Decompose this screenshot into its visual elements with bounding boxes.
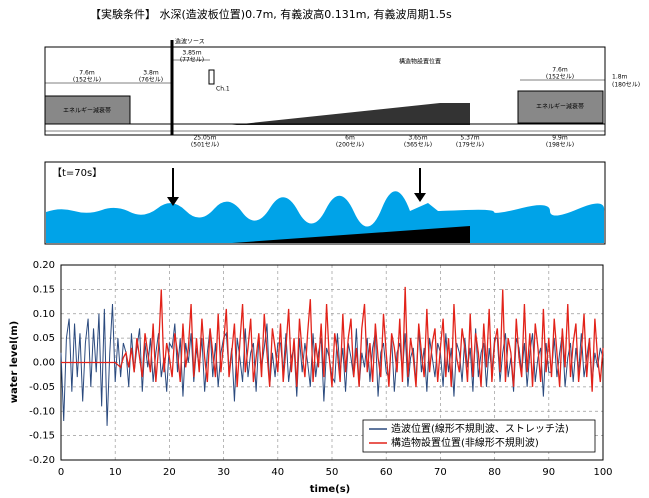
flume-diagram: 造波ソース 3.85m (77セル) 7.6m (152セル) 3.8m (76… — [44, 38, 640, 149]
x-tick-label: 50 — [326, 467, 339, 478]
x-tick-label: 80 — [488, 467, 501, 478]
label: エネルギー減衰帯 — [63, 107, 111, 115]
x-tick-label: 20 — [163, 467, 176, 478]
y-tick-label: -0.20 — [29, 455, 55, 466]
label: 7.6m — [79, 70, 95, 77]
snapshot-label: 【t=70s】 — [52, 167, 102, 179]
x-tick-label: 0 — [58, 467, 64, 478]
x-tick-label: 40 — [271, 467, 284, 478]
label: (152セル) — [546, 74, 574, 81]
snapshot: 【t=70s】 — [44, 161, 606, 245]
y-axis-label: water level(m) — [9, 321, 20, 403]
x-tick-label: 90 — [542, 467, 555, 478]
y-tick-label: -0.05 — [29, 382, 55, 393]
label: (198セル) — [546, 142, 574, 149]
x-tick-label: 70 — [434, 467, 447, 478]
label: (501セル) — [191, 142, 219, 149]
structure — [232, 103, 470, 125]
x-tick-label: 60 — [380, 467, 393, 478]
label: 構造物設置位置 — [399, 58, 441, 66]
legend-label: 造波位置(線形不規則波、ストレッチ法) — [391, 422, 569, 435]
y-tick-label: 0.05 — [33, 333, 55, 344]
label: (152セル) — [73, 77, 101, 84]
label: (76セル) — [139, 77, 163, 84]
y-tick-label: 0.00 — [33, 358, 55, 369]
label: 25.05m — [193, 135, 216, 142]
label: (77セル) — [180, 57, 204, 64]
label: 9.9m — [552, 135, 568, 142]
header-title: 【実験条件】 水深(造波板位置)0.7m, 有義波高0.131m, 有義波周期1… — [90, 7, 452, 21]
x-tick-label: 30 — [217, 467, 230, 478]
label: 6m — [345, 135, 355, 142]
structure — [232, 226, 470, 243]
label: 5.37m — [460, 135, 479, 142]
gauge — [208, 69, 215, 85]
label: (200セル) — [336, 142, 364, 149]
label: 1.8m — [612, 74, 628, 81]
label: 造波ソース — [175, 38, 205, 46]
label: 3.65m — [408, 135, 427, 142]
legend-box — [362, 419, 596, 453]
damping-zone — [517, 90, 604, 124]
y-tick-label: -0.10 — [29, 406, 55, 417]
label: (365セル) — [404, 142, 432, 149]
label: 3.8m — [143, 70, 159, 77]
label: エネルギー減衰帯 — [536, 103, 584, 111]
label: 3.85m — [182, 50, 201, 57]
x-axis-label: time(s) — [310, 484, 351, 495]
y-tick-label: 0.15 — [33, 284, 55, 295]
label: 7.6m — [552, 67, 568, 74]
label: Ch.1 — [216, 86, 230, 93]
y-tick-label: 0.20 — [33, 260, 55, 271]
flume — [44, 46, 606, 136]
legend-label: 構造物設置位置(非線形不規則波) — [391, 436, 539, 449]
y-tick-label: 0.10 — [33, 309, 55, 320]
label: (179セル) — [456, 142, 484, 149]
data-line — [61, 286, 604, 392]
label: (180セル) — [612, 82, 640, 89]
x-tick-label: 10 — [109, 467, 122, 478]
y-tick-label: -0.15 — [29, 431, 55, 442]
arrow-head — [167, 197, 179, 206]
x-tick-label: 100 — [593, 467, 612, 478]
arrow-head — [414, 193, 426, 202]
line-chart: time(s) water level(m) 0.20 0.15 0.10 0.05 0… — [9, 260, 613, 495]
